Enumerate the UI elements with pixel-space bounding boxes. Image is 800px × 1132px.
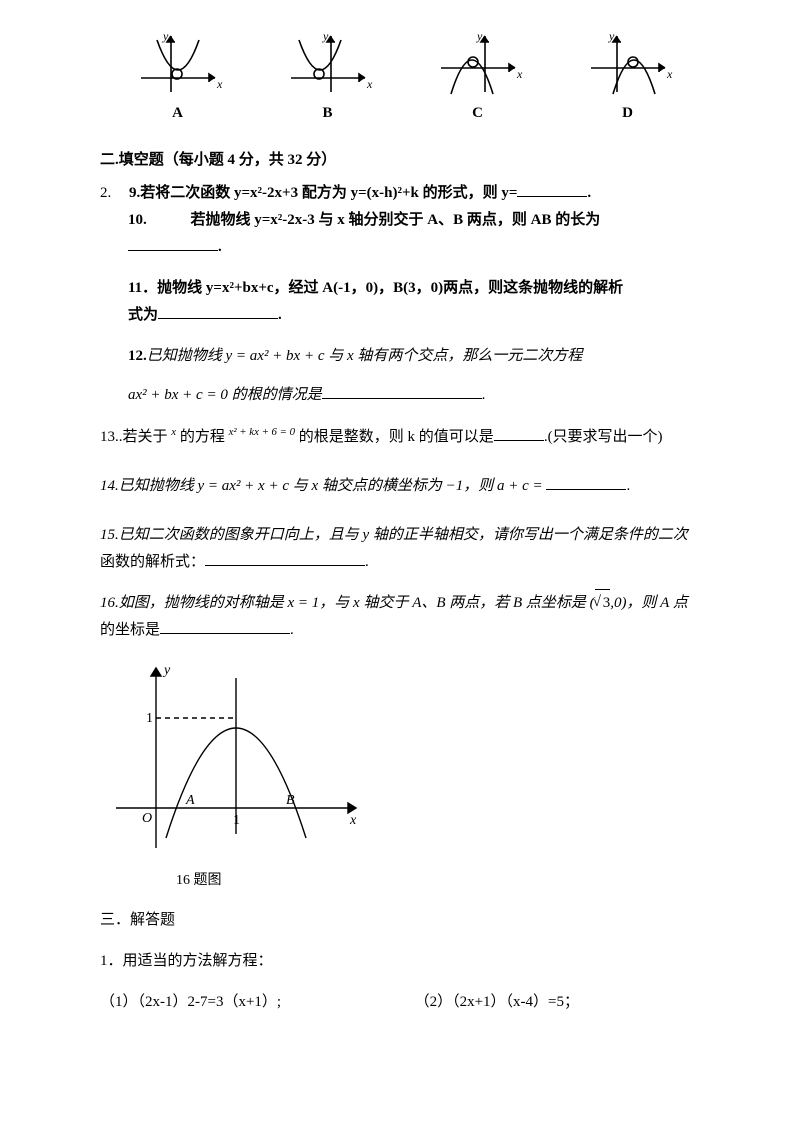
q11-line2: 式为 bbox=[128, 307, 158, 323]
figure-caption: 16 题图 bbox=[176, 868, 705, 893]
q9-tail: . bbox=[587, 185, 591, 201]
answer-choice-diagrams: x y A x y B bbox=[100, 30, 705, 127]
q12-tail: . bbox=[482, 387, 486, 403]
q15-line2: 函数的解析式： bbox=[100, 554, 205, 570]
question-9-10-block: 2. 9.若将二次函数 y=x²-2x+3 配方为 y=(x-h)²+k 的形式… bbox=[100, 180, 705, 261]
q15-blank bbox=[205, 551, 365, 566]
svg-text:1: 1 bbox=[146, 711, 153, 726]
q14-blank bbox=[546, 475, 626, 490]
figure-q16: 1 A B O 1 x y 16 题图 bbox=[106, 658, 705, 893]
q14-tail: . bbox=[626, 478, 630, 494]
svg-text:y: y bbox=[162, 663, 171, 678]
q15-tail: . bbox=[365, 554, 369, 570]
q13-tail: .(只要求写出一个) bbox=[544, 429, 663, 445]
question-11: 11．抛物线 y=x²+bx+c，经过 A(-1，0)，B(3，0)两点，则这条… bbox=[128, 275, 705, 329]
list-number: 2. bbox=[100, 185, 111, 201]
svg-text:O: O bbox=[142, 811, 152, 826]
diagram-c: x y C bbox=[423, 30, 533, 127]
svg-text:x: x bbox=[349, 813, 357, 828]
question-16: 16.如图，抛物线的对称轴是 x = 1，与 x 轴交于 A、B 两点，若 B … bbox=[100, 590, 705, 644]
q12-line2: ax² + bx + c = 0 的根的情况是 bbox=[128, 387, 322, 403]
q12-blank bbox=[322, 384, 482, 399]
svg-text:x: x bbox=[516, 67, 523, 81]
q16-line2: 的坐标是 bbox=[100, 622, 160, 638]
svg-text:y: y bbox=[476, 30, 483, 43]
q9-blank bbox=[517, 182, 587, 197]
q13-pre: 13..若关于 bbox=[100, 429, 171, 445]
svg-text:A: A bbox=[185, 793, 195, 808]
svg-text:x: x bbox=[666, 67, 673, 81]
svg-text:B: B bbox=[286, 793, 295, 808]
q13-blank bbox=[494, 426, 544, 441]
question-15: 15.已知二次函数的图象开口向上，且与 y 轴的正半轴相交，请你写出一个满足条件… bbox=[100, 522, 705, 576]
q16-blank bbox=[160, 619, 290, 634]
svg-text:y: y bbox=[322, 30, 329, 43]
section-2-header: 二.填空题（每小题 4 分，共 32 分） bbox=[100, 147, 705, 174]
question-14: 14.已知抛物线 y = ax² + x + c 与 x 轴交点的横坐标为 −1… bbox=[100, 473, 705, 500]
diagram-c-label: C bbox=[423, 100, 533, 127]
diagram-b-label: B bbox=[273, 100, 383, 127]
q16-line1b: ,0)，则 A 点 bbox=[610, 595, 688, 611]
q13-mid2: 的方程 bbox=[176, 429, 229, 445]
q9-text: 9.若将二次函数 y=x²-2x+3 配方为 y=(x-h)²+k 的形式，则 … bbox=[129, 185, 517, 201]
q10-blank bbox=[128, 236, 218, 251]
q3-1-subs: （1）（2x-1）2-7=3（x+1）; （2）（2x+1）（x-4）=5； bbox=[100, 989, 705, 1016]
q16-line1a: 16.如图，抛物线的对称轴是 x = 1，与 x 轴交于 A、B 两点，若 B … bbox=[100, 595, 595, 611]
q12-prefix: 12. bbox=[128, 348, 147, 364]
q16-tail: . bbox=[290, 622, 294, 638]
q10-num: 10. bbox=[128, 212, 147, 228]
q13-post: 的根是整数，则 k 的值可以是 bbox=[295, 429, 494, 445]
question-13: 13..若关于 x 的方程 x² + kx + 6 = 0 的根是整数，则 k … bbox=[100, 423, 705, 451]
svg-text:x: x bbox=[216, 77, 223, 91]
diagram-b: x y B bbox=[273, 30, 383, 127]
diagram-d: x y D bbox=[573, 30, 683, 127]
svg-text:y: y bbox=[162, 30, 169, 43]
question-12: 12.已知抛物线 y = ax² + bx + c 与 x 轴有两个交点，那么一… bbox=[128, 343, 705, 409]
svg-text:x: x bbox=[366, 77, 373, 91]
q11-blank bbox=[158, 304, 278, 319]
q11-tail: . bbox=[278, 307, 282, 323]
q13-expr: x² + kx + 6 = 0 bbox=[229, 426, 295, 438]
section-3-header: 三．解答题 bbox=[100, 907, 705, 934]
diagram-d-label: D bbox=[573, 100, 683, 127]
diagram-a: x y A bbox=[123, 30, 233, 127]
svg-text:y: y bbox=[608, 30, 615, 43]
q3-1-sub1: （1）（2x-1）2-7=3（x+1）; bbox=[100, 989, 415, 1016]
q11-line1: 11．抛物线 y=x²+bx+c，经过 A(-1，0)，B(3，0)两点，则这条… bbox=[128, 280, 623, 296]
q15-line1: 15.已知二次函数的图象开口向上，且与 y 轴的正半轴相交，请你写出一个满足条件… bbox=[100, 527, 688, 543]
diagram-a-label: A bbox=[123, 100, 233, 127]
q3-1-sub2: （2）（2x+1）（x-4）=5； bbox=[415, 989, 705, 1016]
q3-1-title: 1．用适当的方法解方程： bbox=[100, 948, 705, 975]
svg-text:1: 1 bbox=[233, 813, 240, 828]
q12-line1: 已知抛物线 y = ax² + bx + c 与 x 轴有两个交点，那么一元二次… bbox=[147, 348, 583, 364]
q10-text: 若抛物线 y=x²-2x-3 与 x 轴分别交于 A、B 两点，则 AB 的长为 bbox=[191, 212, 601, 228]
q10-tail: . bbox=[218, 239, 222, 255]
q14-text: 14.已知抛物线 y = ax² + x + c 与 x 轴交点的横坐标为 −1… bbox=[100, 478, 546, 494]
